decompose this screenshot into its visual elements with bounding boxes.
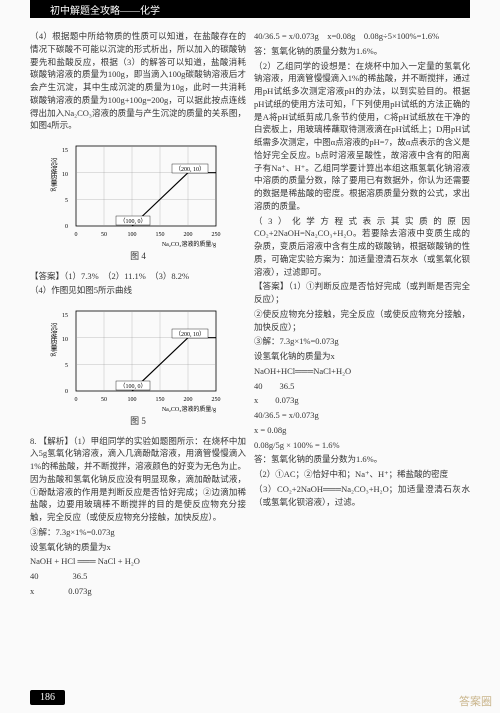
- svg-text:150: 150: [156, 397, 165, 403]
- svg-text:50: 50: [101, 232, 107, 238]
- p-r0: 答：氢氧化钠的质量分数为1.6%。: [254, 45, 470, 58]
- watermark: 答案圈: [459, 693, 492, 709]
- svg-text:5: 5: [65, 363, 68, 369]
- svg-text:250: 250: [212, 232, 221, 238]
- fig4-caption: 图 4: [30, 250, 246, 264]
- svg-text:沉淀质量/g: 沉淀质量/g: [50, 158, 58, 192]
- ans-3i: 答：氢氧化钠的质量分数为1.6%。: [254, 453, 470, 466]
- figure-5: （200, 10） （100, 0） 0 50 100 150 200 250 0 5 10 1…: [30, 303, 246, 429]
- left-column: （4）根据题中所给物质的性质可以知道，在盐酸存在的情况下碳酸不可能以沉淀的形式析…: [30, 30, 246, 683]
- frac1: 40/36.5 = x/0.073g x=0.08g 0.08g÷5×100%=…: [254, 30, 470, 43]
- svg-text:0: 0: [65, 389, 68, 395]
- svg-text:200: 200: [184, 397, 193, 403]
- svg-text:50: 50: [101, 397, 107, 403]
- svg-text:0: 0: [75, 232, 78, 238]
- para-8e: 40 36.5: [30, 570, 246, 583]
- chart-5-svg: （200, 10） （100, 0） 0 50 100 150 200 250 0 5 10 1…: [48, 303, 228, 413]
- svg-text:150: 150: [156, 232, 165, 238]
- header-bar: 初中解题全攻略——化学: [30, 0, 470, 18]
- chart-4-svg: （200, 10） （100, 0） 0 50 100 150 200 250 0 5 10 1…: [48, 138, 228, 248]
- content-columns: （4）根据题中所给物质的性质可以知道，在盐酸存在的情况下碳酸不可能以沉淀的形式析…: [30, 30, 470, 683]
- ans-3g: x = 0.08g: [254, 424, 470, 437]
- ans-5: （3）CO₂+2NaOH═══Na₂CO₃+H₂O；加适量澄清石灰水（或氢氧化钡…: [254, 483, 470, 509]
- para-8a: 8. 【解析】（1）甲组同学的实验如题图所示：在烧杯中加入5g氢氧化钠溶液，滴入…: [30, 435, 246, 524]
- svg-text:Na₂CO₃溶液的质量/g: Na₂CO₃溶液的质量/g: [162, 405, 216, 413]
- header-title: 初中解题全攻略——化学: [50, 2, 160, 17]
- svg-text:0: 0: [75, 397, 78, 403]
- svg-text:（100, 0）: （100, 0）: [119, 218, 146, 225]
- svg-text:15: 15: [62, 148, 68, 154]
- svg-text:Na₂CO₃溶液的质量/g: Na₂CO₃溶液的质量/g: [162, 240, 216, 248]
- svg-text:沉淀质量/g: 沉淀质量/g: [50, 323, 58, 357]
- right-column: 40/36.5 = x/0.073g x=0.08g 0.08g÷5×100%=…: [254, 30, 470, 683]
- para-8f: x 0.073g: [30, 585, 246, 598]
- p-r2: （3）化学方程式表示其实质的原因 CO₂+2NaOH=Na₂CO₃+H₂O。若要…: [254, 215, 470, 279]
- svg-text:（100, 0）: （100, 0）: [119, 383, 146, 390]
- para-8b: ③解：7.3g×1%=0.073g: [30, 526, 246, 539]
- svg-text:100: 100: [128, 232, 137, 238]
- figure-4: （200, 10） （100, 0） 0 50 100 150 200 250 0 5 10 1…: [30, 138, 246, 264]
- ans-2: ②使反应物充分接触，完全反应（或使反应物充分接触，加快反应）；: [254, 308, 470, 334]
- para-8d: NaOH + HCl ═══ NaCl + H₂O: [30, 555, 246, 568]
- svg-text:10: 10: [62, 337, 68, 343]
- ans-head: 【答案】（1）①判断反应是否恰好完成（或判断是否完全反应）；: [254, 280, 470, 306]
- ans-3e: x 0.073g: [254, 394, 470, 407]
- svg-text:250: 250: [212, 397, 221, 403]
- svg-text:15: 15: [62, 313, 68, 319]
- para-4: （4）根据题中所给物质的性质可以知道，在盐酸存在的情况下碳酸不可能以沉淀的形式析…: [30, 30, 246, 132]
- svg-text:100: 100: [128, 397, 137, 403]
- p-r1: （2）乙组同学的设想是：在烧杯中加入一定量的氢氧化钠溶液，用滴管慢慢滴入1%的稀…: [254, 60, 470, 213]
- ans-3f: 40/36.5 = x/0.073g: [254, 409, 470, 422]
- answer-34b: （4）作图见如图5所示曲线: [30, 284, 246, 297]
- ans-3c: NaOH+HCl═══NaCl+H₂O: [254, 365, 470, 378]
- svg-text:（200, 10）: （200, 10）: [175, 166, 205, 173]
- answer-34: 【答案】（1）7.3% （2）11.1% （3）8.2%: [30, 270, 246, 283]
- ans-4: （2）①AC；②恰好中和；Na⁺、H⁺；稀盐酸的密度: [254, 468, 470, 481]
- page-number: 186: [30, 690, 65, 705]
- ans-3h: 0.08g/5g × 100% = 1.6%: [254, 439, 470, 452]
- svg-text:（200, 10）: （200, 10）: [175, 331, 205, 338]
- svg-text:200: 200: [184, 232, 193, 238]
- svg-text:10: 10: [62, 172, 68, 178]
- ans-3a: ③解：7.3g×1%=0.073g: [254, 335, 470, 348]
- para-8c: 设氢氧化钠的质量为x: [30, 541, 246, 554]
- svg-text:0: 0: [65, 224, 68, 230]
- ans-3d: 40 36.5: [254, 380, 470, 393]
- fig5-caption: 图 5: [30, 415, 246, 429]
- ans-3b: 设氢氧化钠的质量为x: [254, 350, 470, 363]
- svg-text:5: 5: [65, 198, 68, 204]
- page: 初中解题全攻略——化学 （4）根据题中所给物质的性质可以知道，在盐酸存在的情况下…: [0, 0, 500, 713]
